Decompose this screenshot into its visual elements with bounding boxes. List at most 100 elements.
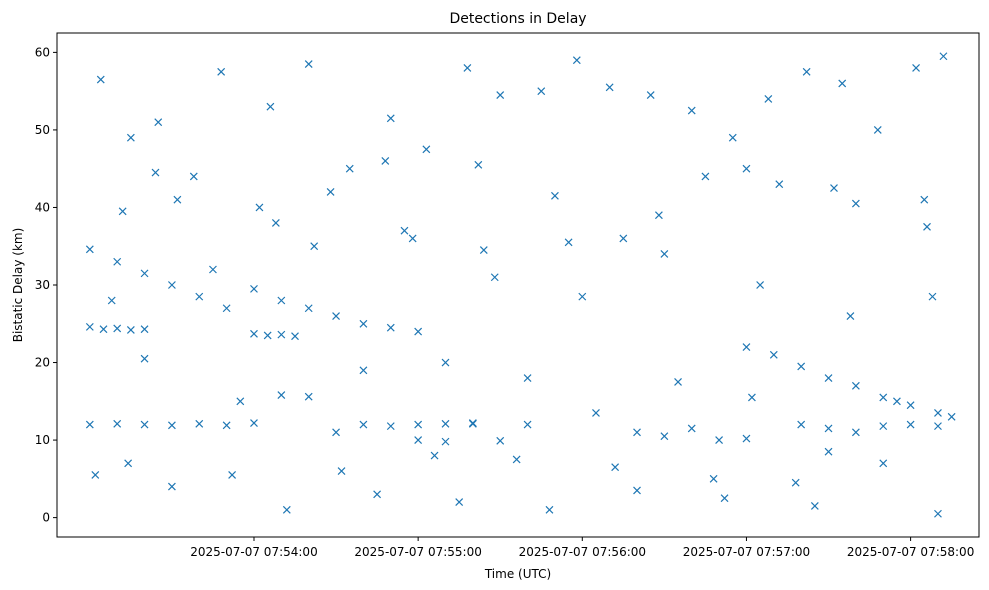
- data-point: [824, 424, 833, 433]
- data-point: [830, 184, 838, 193]
- data-point: [217, 67, 226, 76]
- data-point: [209, 265, 217, 274]
- data-point: [195, 419, 204, 428]
- data-point: [742, 343, 751, 351]
- data-point: [646, 91, 655, 99]
- data-point: [715, 436, 724, 445]
- data-point: [359, 366, 368, 375]
- data-point: [195, 292, 204, 301]
- x-tick-label: 2025-07-07 07:58:00: [847, 545, 974, 559]
- data-point: [742, 434, 751, 443]
- data-point: [124, 459, 133, 468]
- data-point: [687, 424, 696, 433]
- data-point: [775, 180, 784, 189]
- y-tick-label: 60: [35, 45, 50, 59]
- data-point: [271, 219, 280, 227]
- data-point: [277, 296, 286, 305]
- data-point: [151, 168, 160, 177]
- data-point: [934, 409, 942, 417]
- data-point: [479, 246, 488, 255]
- data-point: [523, 420, 532, 429]
- data-point: [167, 281, 176, 289]
- data-point: [304, 60, 313, 68]
- data-point: [879, 459, 888, 468]
- data-point: [386, 114, 395, 123]
- x-axis-ticks: 2025-07-07 07:54:00 2025-07-07 07:55:00 20…: [190, 537, 974, 559]
- data-point: [654, 211, 663, 220]
- data-point: [359, 319, 368, 328]
- data-point: [674, 377, 682, 386]
- data-point: [96, 75, 105, 84]
- data-point: [118, 207, 127, 216]
- data-point: [222, 304, 231, 313]
- data-point: [756, 281, 765, 289]
- data-point: [126, 133, 135, 142]
- data-point: [720, 494, 729, 503]
- data-point: [386, 323, 395, 332]
- data-point: [802, 67, 811, 76]
- data-point: [85, 420, 94, 429]
- data-points: [85, 52, 956, 518]
- data-point: [126, 326, 135, 334]
- x-axis-label: Time (UTC): [484, 567, 551, 581]
- data-point: [660, 432, 669, 441]
- data-point: [879, 422, 888, 431]
- data-point: [923, 222, 931, 231]
- data-point: [310, 242, 319, 251]
- data-point: [332, 428, 340, 437]
- data-point: [572, 56, 581, 65]
- data-point: [400, 226, 409, 235]
- data-point: [99, 325, 108, 334]
- data-point: [578, 292, 587, 301]
- data-point: [728, 133, 737, 142]
- x-tick-label: 2025-07-07 07:57:00: [683, 545, 810, 559]
- data-point: [920, 195, 929, 204]
- x-tick-label: 2025-07-07 07:56:00: [519, 545, 646, 559]
- data-point: [140, 325, 149, 334]
- data-point: [463, 63, 472, 72]
- data-point: [928, 292, 937, 301]
- data-point: [359, 420, 368, 429]
- data-point: [747, 393, 756, 402]
- data-point: [113, 419, 122, 428]
- data-point: [381, 157, 390, 165]
- data-point: [441, 419, 450, 428]
- data-point: [797, 420, 806, 429]
- data-point: [304, 304, 313, 313]
- data-point: [277, 391, 286, 400]
- x-tick-label: 2025-07-07 07:55:00: [354, 545, 481, 559]
- data-point: [414, 436, 423, 445]
- y-tick-label: 20: [35, 356, 50, 370]
- data-point: [523, 374, 532, 382]
- data-point: [824, 447, 833, 456]
- data-point: [764, 94, 773, 103]
- data-point: [709, 474, 718, 483]
- data-point: [496, 91, 505, 99]
- y-tick-label: 30: [35, 278, 50, 292]
- y-tick-label: 50: [35, 123, 50, 137]
- data-point: [490, 273, 499, 282]
- data-point: [619, 234, 628, 243]
- data-point: [408, 234, 417, 243]
- data-point: [496, 436, 505, 445]
- data-point: [742, 164, 751, 173]
- data-point: [91, 471, 100, 479]
- data-point: [85, 322, 94, 331]
- data-point: [810, 502, 819, 510]
- data-point: [441, 358, 450, 367]
- data-point: [892, 397, 901, 406]
- data-point: [947, 412, 956, 421]
- data-point: [414, 420, 423, 429]
- data-point: [906, 401, 915, 410]
- data-point: [468, 419, 477, 428]
- data-point: [873, 125, 882, 134]
- data-point: [113, 257, 122, 266]
- data-point: [189, 172, 198, 181]
- data-point: [414, 327, 423, 336]
- y-axis-label: Bistatic Delay (km): [11, 228, 25, 343]
- data-point: [277, 330, 286, 339]
- data-point: [326, 188, 335, 196]
- y-axis-ticks: 0 10 20 30 40 50 60: [35, 45, 57, 525]
- data-point: [250, 419, 258, 427]
